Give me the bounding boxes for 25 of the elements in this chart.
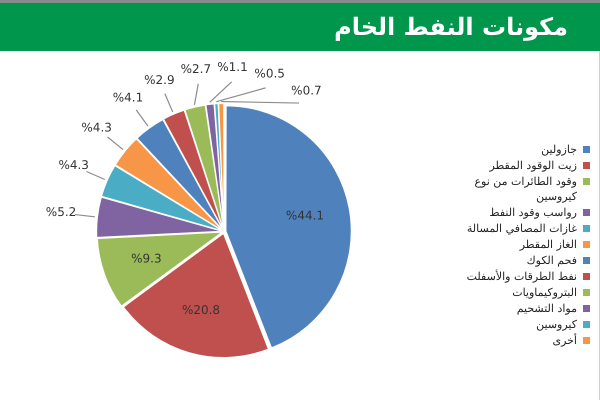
legend-label: رواسب وقود النفط: [489, 205, 577, 220]
data-label: %4.1: [112, 90, 144, 105]
data-label: %0.5: [254, 66, 285, 81]
data-label: %1.1: [217, 60, 248, 74]
legend-label: زيت الوقود المقطر: [489, 158, 577, 173]
chart-title: مكونات النفط الخام: [0, 3, 600, 51]
legend-label: أخرى: [552, 333, 577, 348]
data-label: %44.1: [286, 208, 324, 222]
legend-label: وقود الطائرات من نوع كيروسين: [473, 174, 577, 204]
data-label: %5.2: [46, 205, 76, 220]
data-label: %2.7: [180, 62, 212, 76]
data-label: %4.3: [81, 120, 112, 134]
data-label: %2.9: [144, 72, 175, 87]
legend-label: مواد التشحيم: [516, 301, 577, 316]
legend-label: الغاز المقطر: [520, 237, 577, 252]
data-label: %20.8: [182, 302, 220, 317]
legend-label: البتروكيماويات: [512, 285, 577, 300]
legend-label: جازولين: [541, 142, 577, 157]
legend-label: نفط الطرقات والأسفلت: [466, 269, 577, 284]
legend-label: كيروسين: [536, 317, 577, 332]
data-label: %9.3: [131, 251, 162, 266]
legend-label: غازات المصافي المسالة: [466, 221, 577, 236]
legend-label: فحم الكوك: [526, 253, 577, 268]
data-label: %4.3: [58, 158, 89, 172]
data-label: %0.7: [291, 83, 322, 98]
